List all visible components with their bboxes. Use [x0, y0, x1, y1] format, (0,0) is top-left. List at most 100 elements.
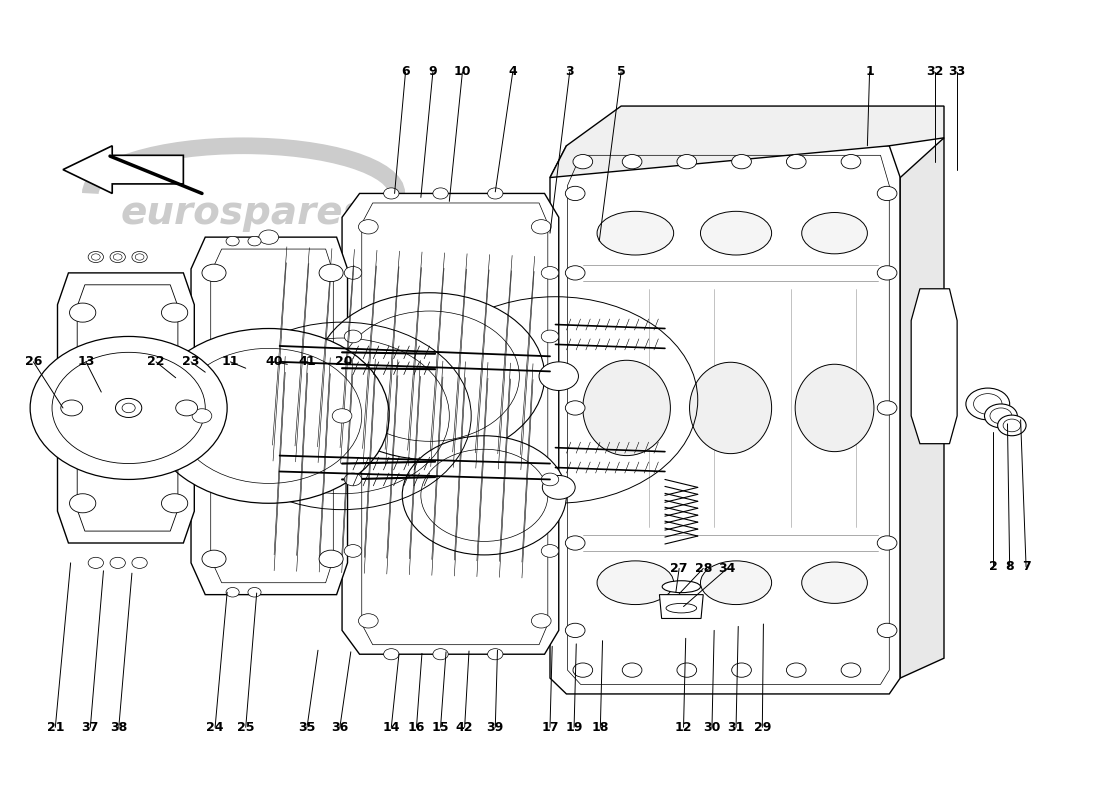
- Text: eurospares: eurospares: [121, 194, 366, 232]
- Circle shape: [69, 303, 96, 322]
- Text: 16: 16: [408, 721, 426, 734]
- Text: 17: 17: [541, 721, 559, 734]
- Circle shape: [676, 154, 696, 169]
- Text: 18: 18: [592, 721, 609, 734]
- Circle shape: [541, 473, 559, 486]
- Circle shape: [344, 330, 362, 342]
- Ellipse shape: [802, 213, 868, 254]
- Ellipse shape: [701, 211, 771, 255]
- Text: 23: 23: [183, 355, 200, 368]
- Text: 12: 12: [674, 721, 692, 734]
- Circle shape: [319, 550, 343, 568]
- Circle shape: [877, 536, 896, 550]
- Circle shape: [110, 558, 125, 569]
- Circle shape: [541, 545, 559, 558]
- Text: 40: 40: [265, 355, 283, 368]
- Circle shape: [623, 154, 642, 169]
- Polygon shape: [342, 194, 559, 654]
- Text: 32: 32: [926, 66, 944, 78]
- Ellipse shape: [662, 581, 701, 593]
- Circle shape: [966, 388, 1010, 420]
- Circle shape: [623, 663, 642, 678]
- Circle shape: [384, 649, 399, 660]
- Circle shape: [842, 154, 861, 169]
- Circle shape: [433, 649, 448, 660]
- Text: 39: 39: [486, 721, 504, 734]
- Circle shape: [359, 614, 378, 628]
- Circle shape: [359, 220, 378, 234]
- Circle shape: [344, 545, 362, 558]
- Circle shape: [69, 494, 96, 513]
- Circle shape: [248, 236, 261, 246]
- Circle shape: [226, 236, 239, 246]
- Circle shape: [531, 614, 551, 628]
- Circle shape: [176, 400, 198, 416]
- Ellipse shape: [597, 211, 673, 255]
- Polygon shape: [63, 146, 184, 194]
- Text: 20: 20: [336, 355, 353, 368]
- Circle shape: [565, 401, 585, 415]
- Circle shape: [88, 558, 103, 569]
- Circle shape: [877, 266, 896, 280]
- Circle shape: [565, 266, 585, 280]
- Text: 31: 31: [727, 721, 745, 734]
- Circle shape: [344, 266, 362, 279]
- Circle shape: [332, 409, 352, 423]
- Circle shape: [132, 251, 147, 262]
- Text: 25: 25: [236, 721, 254, 734]
- Circle shape: [344, 473, 362, 486]
- Circle shape: [116, 398, 142, 418]
- Text: 38: 38: [110, 721, 128, 734]
- Circle shape: [877, 186, 896, 201]
- Text: 33: 33: [948, 66, 966, 78]
- Circle shape: [162, 494, 188, 513]
- Polygon shape: [191, 237, 348, 594]
- Text: 4: 4: [508, 66, 517, 78]
- Circle shape: [202, 550, 226, 568]
- Circle shape: [541, 266, 559, 279]
- Text: 5: 5: [617, 66, 626, 78]
- Text: 21: 21: [46, 721, 64, 734]
- Ellipse shape: [597, 561, 673, 605]
- Ellipse shape: [583, 360, 670, 456]
- Circle shape: [433, 188, 448, 199]
- Circle shape: [60, 400, 82, 416]
- Text: 2: 2: [989, 560, 998, 574]
- Circle shape: [487, 649, 503, 660]
- Circle shape: [573, 154, 593, 169]
- Text: 10: 10: [453, 66, 471, 78]
- Ellipse shape: [31, 386, 62, 430]
- Text: 28: 28: [694, 562, 712, 575]
- Circle shape: [202, 264, 226, 282]
- Text: 22: 22: [147, 355, 165, 368]
- Circle shape: [786, 663, 806, 678]
- Ellipse shape: [690, 362, 771, 454]
- Text: 9: 9: [429, 66, 437, 78]
- Text: 19: 19: [565, 721, 583, 734]
- Ellipse shape: [701, 561, 771, 605]
- Circle shape: [248, 587, 261, 597]
- Circle shape: [192, 409, 212, 423]
- Text: 1: 1: [866, 66, 874, 78]
- Text: 29: 29: [754, 721, 771, 734]
- Circle shape: [877, 623, 896, 638]
- Polygon shape: [57, 273, 195, 543]
- Circle shape: [88, 251, 103, 262]
- Text: 30: 30: [703, 721, 720, 734]
- Circle shape: [565, 623, 585, 638]
- Text: 26: 26: [24, 355, 42, 368]
- Circle shape: [30, 337, 227, 479]
- Text: 13: 13: [77, 355, 95, 368]
- Circle shape: [539, 362, 579, 390]
- Circle shape: [384, 188, 399, 199]
- Text: 24: 24: [207, 721, 224, 734]
- Circle shape: [676, 663, 696, 678]
- Polygon shape: [550, 146, 900, 694]
- Text: 7: 7: [1022, 560, 1031, 574]
- Circle shape: [319, 264, 343, 282]
- Polygon shape: [911, 289, 957, 444]
- Polygon shape: [550, 106, 944, 178]
- Circle shape: [984, 404, 1018, 428]
- Text: 37: 37: [81, 721, 99, 734]
- Circle shape: [226, 587, 239, 597]
